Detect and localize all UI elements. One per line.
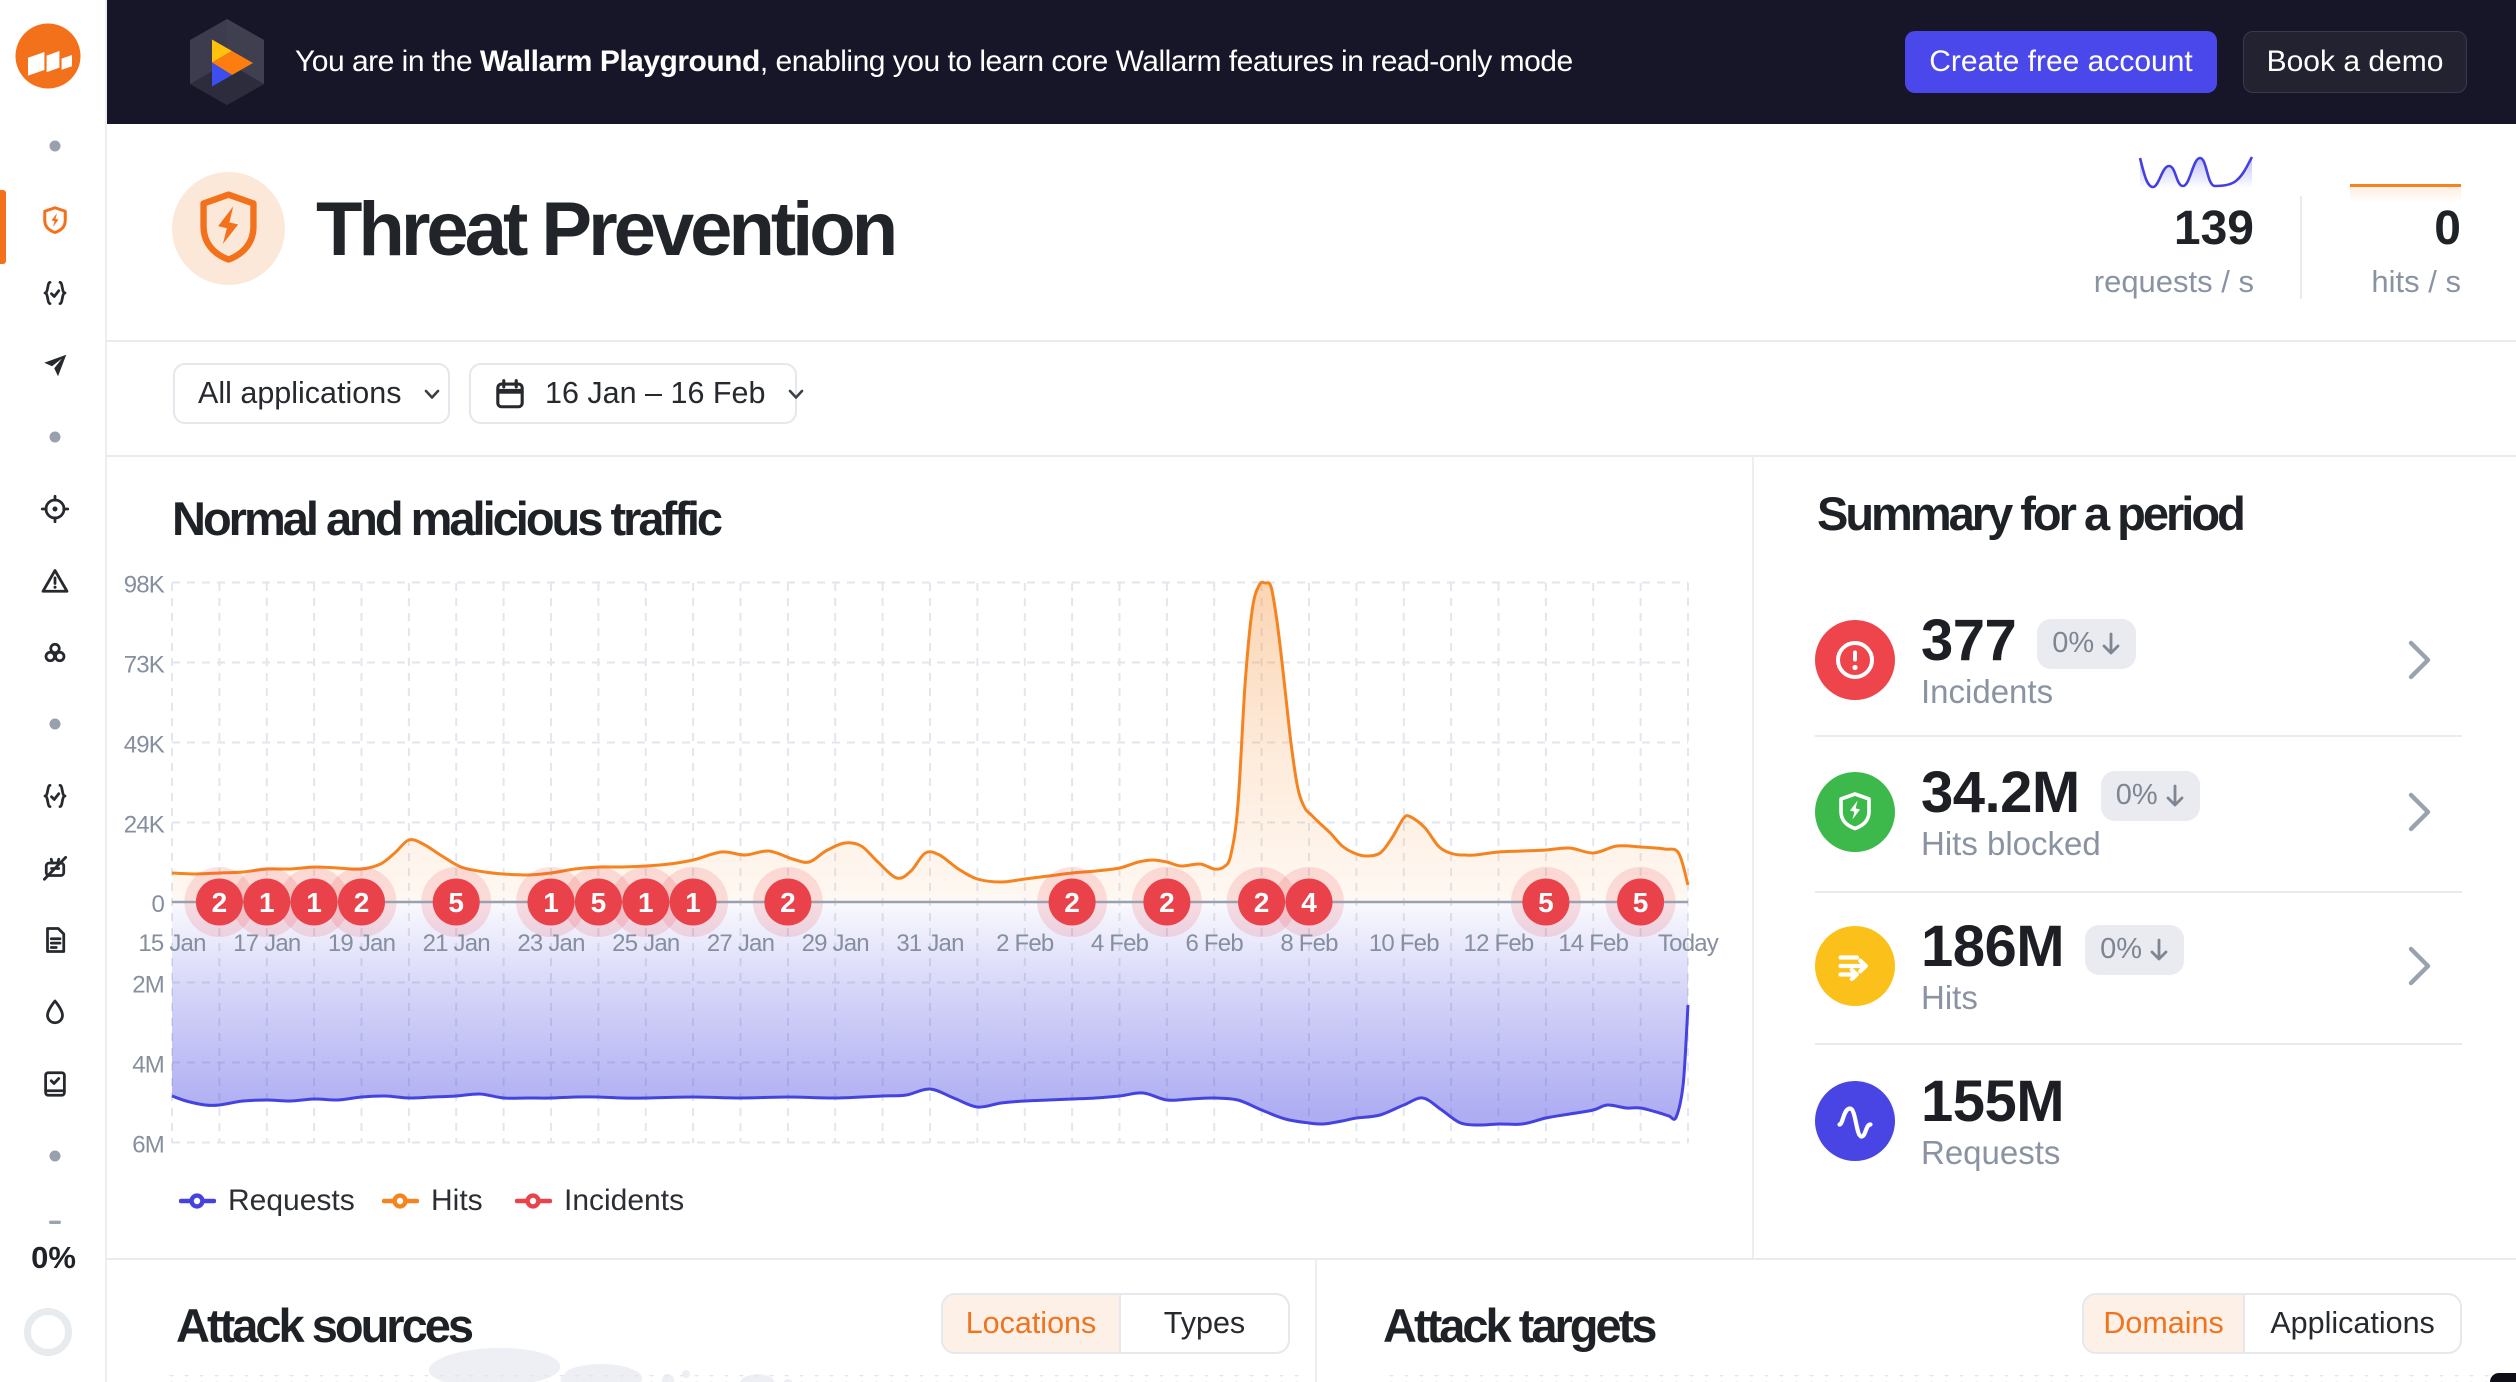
svg-text:17 Jan: 17 Jan (233, 930, 300, 957)
svg-text:6 Feb: 6 Feb (1186, 930, 1244, 957)
svg-text:2: 2 (1064, 887, 1080, 918)
svg-text:1: 1 (638, 887, 654, 918)
svg-text:5: 5 (1538, 887, 1554, 918)
svg-text:1: 1 (306, 887, 322, 918)
svg-text:2M: 2M (132, 972, 164, 999)
svg-text:98K: 98K (124, 572, 165, 599)
svg-text:14 Feb: 14 Feb (1558, 930, 1628, 957)
svg-text:2 Feb: 2 Feb (996, 930, 1054, 957)
svg-text:23 Jan: 23 Jan (517, 930, 584, 957)
svg-text:25 Jan: 25 Jan (612, 930, 679, 957)
svg-text:0: 0 (151, 891, 164, 918)
svg-text:5: 5 (448, 887, 464, 918)
svg-text:4: 4 (1301, 887, 1317, 918)
svg-text:10 Feb: 10 Feb (1369, 930, 1439, 957)
svg-text:2: 2 (1159, 887, 1175, 918)
svg-text:5: 5 (1633, 887, 1649, 918)
svg-text:2: 2 (212, 887, 228, 918)
svg-text:21 Jan: 21 Jan (423, 930, 490, 957)
svg-text:12 Feb: 12 Feb (1464, 930, 1534, 957)
svg-text:29 Jan: 29 Jan (802, 930, 869, 957)
svg-text:27 Jan: 27 Jan (707, 930, 774, 957)
svg-text:1: 1 (685, 887, 701, 918)
svg-text:2: 2 (780, 887, 796, 918)
svg-text:15 Jan: 15 Jan (138, 930, 205, 957)
svg-text:2: 2 (354, 887, 370, 918)
svg-text:6M: 6M (132, 1132, 164, 1159)
svg-text:Today: Today (1658, 930, 1719, 957)
svg-text:2: 2 (1254, 887, 1270, 918)
svg-text:4 Feb: 4 Feb (1091, 930, 1149, 957)
svg-text:5: 5 (591, 887, 607, 918)
svg-text:19 Jan: 19 Jan (328, 930, 395, 957)
svg-text:8 Feb: 8 Feb (1280, 930, 1338, 957)
svg-text:24K: 24K (124, 812, 165, 839)
svg-text:1: 1 (259, 887, 275, 918)
svg-text:49K: 49K (124, 732, 165, 759)
svg-text:1: 1 (543, 887, 559, 918)
svg-text:4M: 4M (132, 1052, 164, 1079)
svg-text:31 Jan: 31 Jan (896, 930, 963, 957)
svg-text:73K: 73K (124, 652, 165, 679)
